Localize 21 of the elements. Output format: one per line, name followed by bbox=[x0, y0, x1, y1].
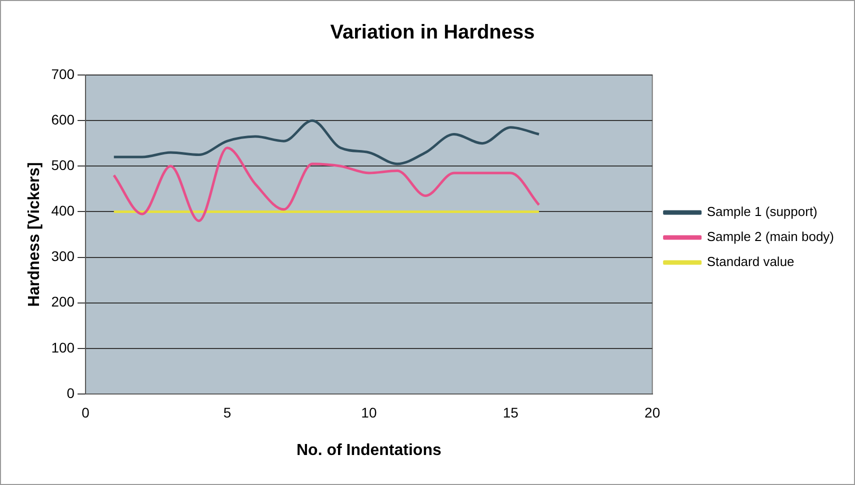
x-axis-title: No. of Indentations bbox=[296, 442, 442, 459]
y-tick-label: 0 bbox=[66, 384, 75, 401]
y-tick-label: 400 bbox=[51, 202, 75, 219]
y-tick-label: 700 bbox=[51, 66, 75, 82]
x-tick-label: 0 bbox=[82, 404, 90, 420]
y-tick-label: 500 bbox=[51, 157, 75, 173]
x-tick-label: 10 bbox=[361, 404, 377, 420]
y-tick-label: 200 bbox=[51, 294, 75, 310]
legend-label: Sample 1 (support) bbox=[706, 204, 818, 220]
line-series bbox=[112, 119, 540, 166]
y-tick-label: 100 bbox=[51, 339, 75, 356]
y-tick-label: 600 bbox=[51, 111, 75, 128]
line-series bbox=[112, 146, 540, 222]
legend-label: Standard value bbox=[706, 254, 794, 270]
x-tick-label: 15 bbox=[502, 404, 519, 420]
y-tick-label: 300 bbox=[51, 248, 75, 264]
x-tick-label: 20 bbox=[644, 404, 660, 420]
chart-title: Variation in Hardness bbox=[330, 22, 535, 44]
x-tick-label: 5 bbox=[223, 404, 232, 420]
legend-label: Sample 2 (main body) bbox=[706, 229, 834, 244]
y-axis-title: Hardness [Vickers] bbox=[26, 162, 44, 307]
